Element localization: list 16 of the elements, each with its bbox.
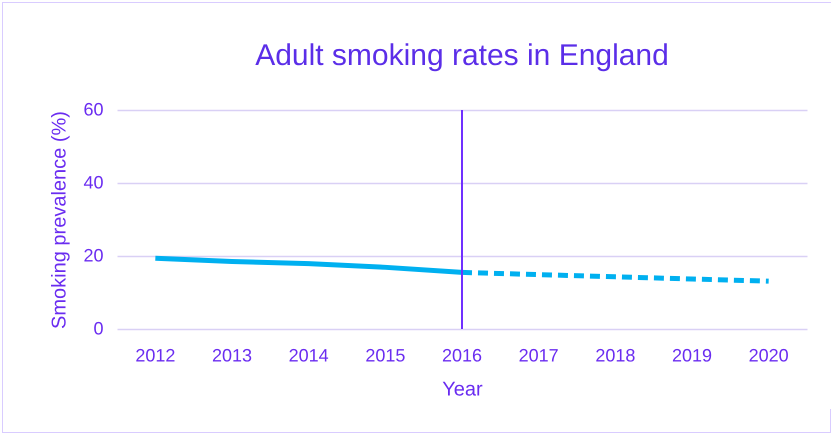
y-tick-label: 40 [83, 172, 104, 192]
chart-title: Adult smoking rates in England [255, 39, 669, 72]
x-tick-label: 2020 [748, 346, 789, 366]
y-tick-label: 0 [93, 318, 104, 338]
x-tick-label: 2018 [595, 346, 636, 366]
y-tick-label: 20 [83, 246, 104, 266]
x-tick-label: 2012 [135, 346, 176, 366]
x-tick-label: 2019 [672, 346, 712, 366]
x-tick-label: 2014 [288, 346, 329, 366]
y-tick-label: 60 [83, 100, 104, 120]
x-tick-label: 2015 [365, 346, 406, 366]
x-tick-label: 2013 [212, 346, 252, 366]
y-axis-title: Smoking prevalence (%) [48, 111, 70, 329]
x-tick-label: 2016 [442, 346, 482, 366]
x-tick-label: 2017 [518, 346, 559, 366]
x-axis-title: Year [442, 378, 484, 400]
